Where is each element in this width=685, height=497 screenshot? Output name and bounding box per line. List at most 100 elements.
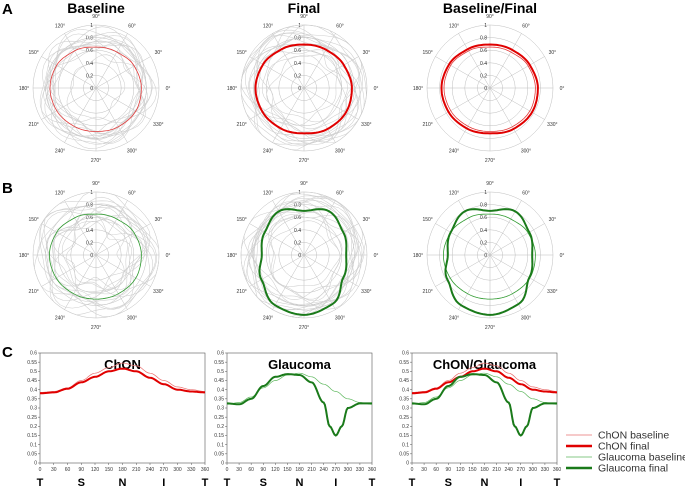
y-tick-label: 0.35 [27, 397, 37, 403]
polar-series-individual [248, 33, 359, 142]
y-tick-label: 0.3 [217, 406, 224, 412]
radial-label: 0.4 [86, 228, 93, 234]
x-tick-label: 30 [421, 467, 427, 473]
angle-label: 180° [413, 253, 423, 259]
tsnit-label: I [519, 477, 522, 489]
angle-label: 210° [422, 289, 432, 295]
polar-title: Baseline [67, 0, 125, 16]
y-tick-label: 0.4 [30, 387, 37, 393]
angle-label: 90° [92, 181, 100, 187]
angle-label: 240° [449, 315, 459, 321]
y-tick-label: 0 [34, 461, 37, 467]
polar-spoke [489, 200, 522, 256]
angle-label: 330° [361, 122, 371, 128]
y-tick-label: 0 [406, 461, 409, 467]
polar-spoke [249, 56, 305, 89]
angle-label: 330° [547, 289, 557, 295]
polar-chart-5: 0° 30° 60° 90° 120° 150° 180° 210° 240° 270° 300° 3… [227, 181, 379, 331]
angle-label: 0° [374, 253, 379, 259]
x-tick-label: 270 [517, 467, 526, 473]
tsnit-label: N [481, 477, 489, 489]
legend-item: ChON final [566, 441, 649, 453]
polar-series-individual [39, 203, 157, 310]
legend-label: Glaucoma baseline [598, 452, 685, 464]
x-tick-label: 0 [226, 467, 229, 473]
y-tick-label: 0.2 [30, 424, 37, 430]
y-tick-label: 0.15 [27, 433, 37, 439]
polar-series-individual [252, 195, 359, 311]
angle-label: 150° [236, 50, 246, 56]
y-tick-label: 0.2 [217, 424, 224, 430]
x-tick-label: 60 [433, 467, 439, 473]
y-tick-label: 0.4 [217, 387, 224, 393]
polar-chart-4: 0° 30° 60° 90° 120° 150° 180° 210° 240° 270° 300° 3… [19, 181, 171, 331]
line-series [40, 367, 205, 395]
angle-label: 300° [521, 148, 531, 154]
line-chart-title: Glaucoma [268, 357, 332, 372]
angle-label: 120° [263, 191, 273, 197]
y-tick-label: 0.45 [399, 378, 409, 384]
radial-label: 0.6 [480, 215, 487, 221]
radial-label: 0.6 [480, 48, 487, 54]
y-tick-label: 0.05 [399, 452, 409, 458]
y-tick-label: 0.5 [402, 369, 409, 375]
angle-label: 300° [127, 315, 137, 321]
polar-spoke [303, 56, 359, 89]
angle-label: 330° [153, 122, 163, 128]
radial-label: 0.2 [86, 73, 93, 79]
polar-series-individual [52, 214, 133, 296]
polar-spoke [95, 254, 128, 310]
radial-label: 0 [298, 86, 301, 92]
tsnit-label: S [78, 477, 85, 489]
radial-label: 0 [484, 253, 487, 259]
radial-label: 0 [90, 253, 93, 259]
panel-label-c: C [2, 344, 13, 361]
angle-label: 330° [361, 289, 371, 295]
legend-label: ChON baseline [598, 430, 669, 442]
y-tick-label: 0.35 [399, 397, 409, 403]
line-chart-1: ChON 0 0.05 0.1 0.15 0.2 0.25 0.3 0.35 0.4 0.45 0.5… [27, 351, 209, 489]
angle-label: 30° [155, 217, 163, 223]
angle-label: 0° [560, 253, 565, 259]
polar-spoke [435, 254, 491, 287]
y-tick-label: 0 [221, 461, 224, 467]
angle-label: 60° [522, 191, 530, 197]
polar-spoke [95, 87, 128, 143]
polar-spoke [249, 254, 305, 287]
tsnit-label: T [409, 477, 416, 489]
angle-label: 60° [522, 24, 530, 30]
radial-label: 1 [484, 23, 487, 29]
polar-series-individual [254, 197, 355, 310]
polar-spoke [272, 200, 305, 256]
polar-series-individual [48, 40, 148, 144]
angle-label: 270° [299, 158, 309, 164]
radial-label: 0 [298, 253, 301, 259]
y-tick-label: 0.6 [30, 351, 37, 357]
polar-spoke [303, 200, 336, 256]
panel-label-a: A [2, 1, 13, 18]
angle-label: 180° [19, 253, 29, 259]
line-chart-2: Glaucoma 0 0.05 0.1 0.15 0.2 0.25 0.3 0.35 0.4 0.4… [214, 351, 376, 489]
radial-label: 0.2 [86, 240, 93, 246]
y-tick-label: 0.55 [214, 360, 224, 366]
x-tick-label: 60 [65, 467, 71, 473]
angle-label: 150° [422, 50, 432, 56]
angle-label: 90° [486, 181, 494, 187]
x-tick-label: 240 [504, 467, 513, 473]
x-tick-label: 300 [529, 467, 538, 473]
radial-label: 0.8 [480, 203, 487, 209]
polar-spoke [272, 33, 305, 89]
polar-series-individual [249, 24, 362, 150]
polar-spoke [489, 254, 545, 287]
radial-label: 0.6 [294, 48, 301, 54]
polar-series-individual [268, 210, 341, 302]
polar-series-individual [47, 50, 142, 123]
x-tick-label: 210 [307, 467, 316, 473]
radial-label: 0.6 [86, 215, 93, 221]
x-tick-label: 360 [553, 467, 562, 473]
polar-series-individual [268, 220, 343, 287]
polar-series-mean [48, 213, 142, 300]
tsnit-label: T [224, 477, 231, 489]
polar-spoke [435, 223, 491, 256]
angle-label: 0° [374, 86, 379, 92]
